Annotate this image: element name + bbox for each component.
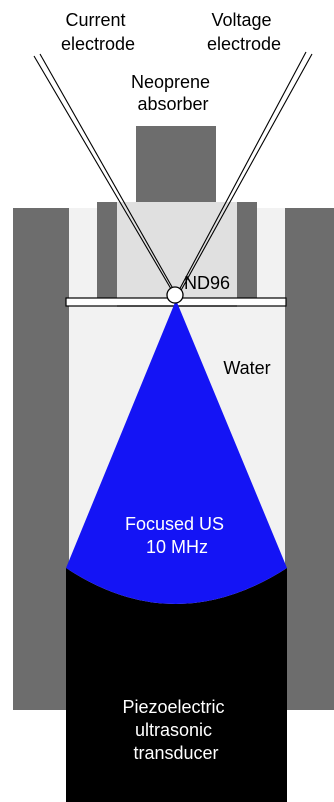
focused-ultrasound-beam: [66, 300, 287, 604]
transducer-label: Piezoelectric ultrasonic transducer: [122, 697, 229, 763]
left-housing-wall: [13, 208, 69, 710]
chamber-right-post: [237, 202, 257, 298]
nd96-cell: [166, 286, 184, 304]
current-electrode: [33, 55, 175, 295]
chamber-left-post: [97, 202, 117, 298]
water-label: Water: [223, 358, 270, 378]
right-housing-wall: [285, 208, 334, 710]
piezoelectric-transducer: [66, 568, 287, 802]
voltage-electrode: [176, 51, 307, 295]
cell-label: ND96: [184, 273, 230, 293]
neoprene-absorber: [136, 126, 216, 202]
focused-us-label: Focused US 10 MHz: [125, 514, 229, 557]
current-electrode-label: Current electrode: [61, 10, 135, 54]
voltage-electrode-label: Voltage electrode: [207, 10, 281, 54]
absorber-label: Neoprene absorber: [131, 72, 215, 114]
